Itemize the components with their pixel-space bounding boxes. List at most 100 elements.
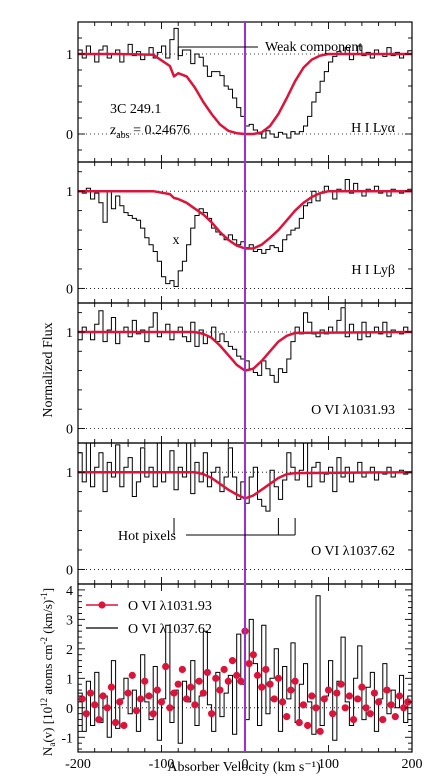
data-point <box>345 692 353 700</box>
data-point <box>187 683 195 691</box>
data-point <box>162 662 170 671</box>
data-point <box>157 698 166 706</box>
data-point <box>128 671 136 679</box>
data-point <box>316 727 324 735</box>
data-point <box>137 695 145 703</box>
ylabel-rest: atoms cm <box>40 644 55 697</box>
data-point <box>287 686 295 694</box>
data-point <box>354 695 362 703</box>
data-point <box>391 713 399 721</box>
data-point <box>174 680 182 688</box>
x-tick-label: -200 <box>65 757 91 772</box>
data-point <box>304 721 312 730</box>
legend-label-ovi1037: O VI λ1037.62 <box>128 622 212 637</box>
data-point <box>111 718 120 727</box>
data-point <box>170 689 178 697</box>
panel-label-lyb: H I Lyβ <box>351 263 395 278</box>
data-point <box>216 686 224 694</box>
data-point <box>95 715 103 724</box>
data-point <box>258 683 266 691</box>
data-point <box>404 698 412 706</box>
x-tick-label: 200 <box>402 757 423 772</box>
data-point <box>233 671 241 679</box>
y-tick-label: 0 <box>66 702 73 717</box>
data-point <box>249 651 257 659</box>
data-point <box>253 671 262 679</box>
data-point <box>341 704 349 712</box>
data-point <box>324 686 333 694</box>
target-name: 3C 249.1 <box>110 102 161 117</box>
panel-label-ovi1031: O VI λ1031.93 <box>311 403 395 418</box>
y-tick-label: 0 <box>66 282 73 297</box>
y-tick-label: 2 <box>66 643 73 658</box>
data-point <box>145 692 153 700</box>
y-tick-label: 1 <box>66 672 73 687</box>
data-point <box>212 674 220 682</box>
data-point <box>178 665 186 674</box>
redshift-value: = 0.24676 <box>130 123 190 138</box>
legend-label-ovi1031: O VI λ1031.93 <box>128 599 212 614</box>
model-fit-lya <box>78 52 412 136</box>
x-axis-label: Absorber Velocity (km s⁻¹) <box>167 760 321 775</box>
ylabel-end: ] <box>40 588 55 592</box>
data-point <box>91 701 99 709</box>
data-point <box>203 668 212 677</box>
data-point <box>320 695 328 703</box>
legend-glyph-point <box>98 601 106 609</box>
ylabel-mid: (v) [10 <box>40 707 55 743</box>
hot-pixels-label: Hot pixels <box>118 529 176 544</box>
data-point <box>274 674 282 682</box>
y-tick-label: 4 <box>66 584 73 599</box>
blend-marker: x <box>173 233 180 248</box>
data-point <box>116 698 124 706</box>
data-point <box>266 680 274 688</box>
plot-layer: 0 1 0 1 0 1 0 1 -1 0 1 2 3 4 -200 -100 0 100 200 <box>61 21 423 772</box>
y-tick-label: 1 <box>66 326 73 341</box>
data-point <box>370 689 379 697</box>
y-tick-label: 1 <box>66 185 73 200</box>
panel-label-ovi1037: O VI λ1037.62 <box>311 544 395 559</box>
data-point <box>120 721 128 730</box>
data-point <box>224 677 232 685</box>
data-point <box>149 710 157 718</box>
ylabel-exp2: -2 <box>39 637 49 645</box>
redshift-label: zabs = 0.24676 <box>110 123 190 141</box>
data-point <box>199 689 207 697</box>
data-point <box>333 689 341 697</box>
data-point <box>166 704 174 712</box>
data-point <box>182 695 191 703</box>
column-density-y-label: Na(v) [1012 atoms cm-2 (km/s)-1] <box>39 588 57 756</box>
ylabel-sub: a <box>47 743 57 747</box>
model-fit-lyb <box>78 189 412 250</box>
data-point <box>291 677 299 685</box>
data-point <box>82 710 90 718</box>
y-tick-label: 0 <box>66 563 73 578</box>
data-point <box>220 665 228 674</box>
ylabel-tail: (km/s) <box>40 600 55 637</box>
redshift-sub: abs <box>116 130 129 141</box>
data-point <box>312 704 320 712</box>
data-point <box>141 677 149 685</box>
data-point <box>99 692 107 700</box>
x-tick-label: -100 <box>149 757 175 772</box>
y-tick-label: 1 <box>66 466 73 481</box>
y-tick-label: 0 <box>66 423 73 438</box>
data-point <box>103 704 111 712</box>
shared-y-axis-label: Normalized Flux <box>41 322 56 417</box>
y-tick-label: 0 <box>66 128 73 143</box>
data-point <box>191 701 199 709</box>
ylabel-exp3: -1 <box>39 592 49 600</box>
data-point <box>262 665 270 674</box>
data-point <box>132 707 141 715</box>
y-tick-label: 1 <box>66 48 73 63</box>
panel-label-lya: H I Lyα <box>351 121 396 136</box>
data-point <box>278 698 287 706</box>
data-point <box>124 689 132 697</box>
data-point <box>107 683 115 691</box>
data-point <box>329 710 337 718</box>
data-point <box>208 710 216 718</box>
y-tick-label: -1 <box>61 731 73 746</box>
data-point <box>379 715 387 724</box>
data-point <box>195 677 203 685</box>
